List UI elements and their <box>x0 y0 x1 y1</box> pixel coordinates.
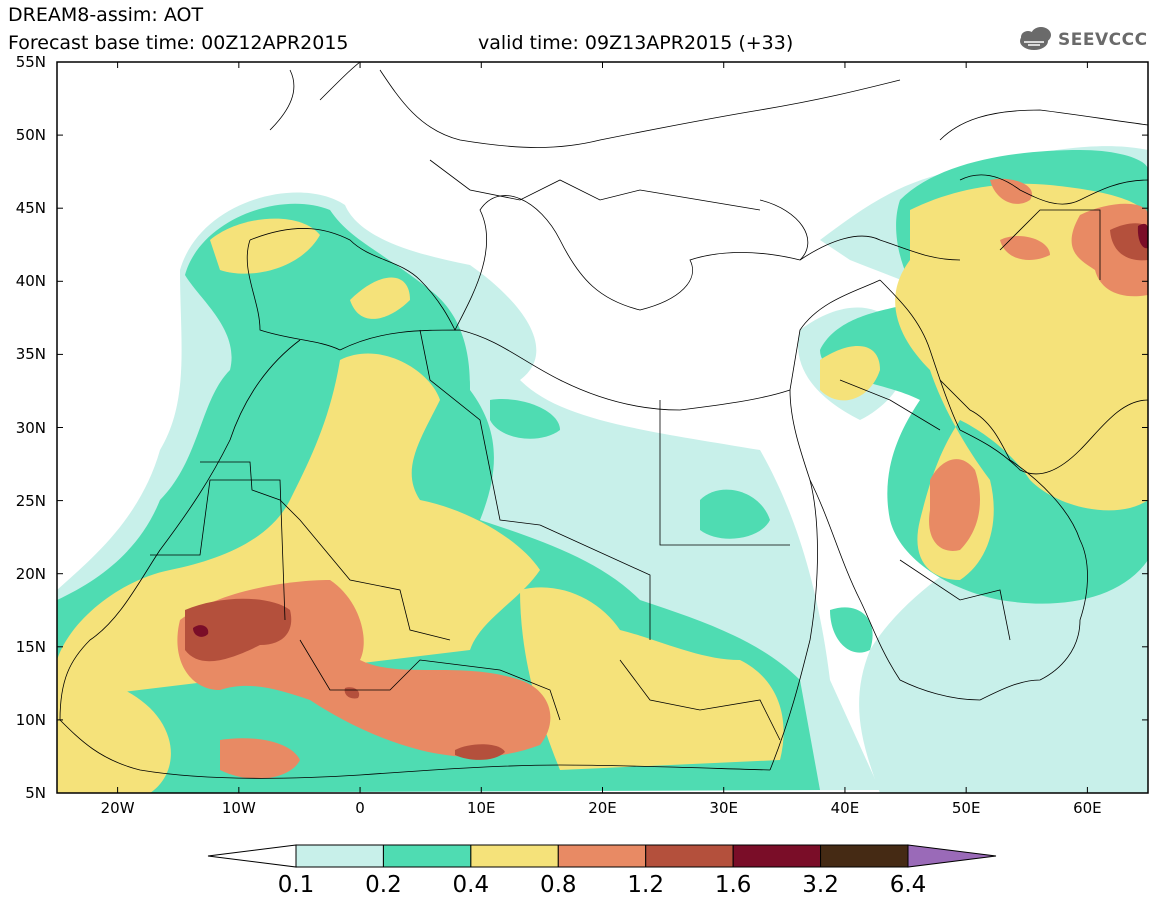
lat-tick-label: 35N <box>15 345 46 364</box>
axis-ticks <box>57 61 1148 794</box>
lon-tick-label: 0 <box>355 799 365 817</box>
colorbar-swatch <box>382 844 472 868</box>
lon-tick-label: 10W <box>221 799 256 817</box>
lon-tick-label: 60E <box>1073 799 1102 817</box>
lat-tick-label: 55N <box>15 53 46 71</box>
lat-tick-label: 20N <box>15 564 46 583</box>
aot-contours <box>57 62 1148 793</box>
lat-tick-label: 15N <box>15 637 46 656</box>
colorbar-level-label: 0.4 <box>452 872 490 898</box>
lat-tick-label: 10N <box>15 710 46 729</box>
colorbar-level-label: 1.2 <box>627 872 664 898</box>
lat-tick-label: 30N <box>15 418 46 437</box>
lon-tick-label: 10E <box>466 799 496 817</box>
colorbar-level-label: 0.8 <box>539 872 577 898</box>
colorbar-swatch <box>645 844 734 868</box>
lat-tick-label: 45N <box>15 199 46 218</box>
colorbar-max-arrow <box>907 844 997 868</box>
colorbar-swatch <box>295 844 384 868</box>
lon-tick-label: 20W <box>100 799 135 817</box>
lat-tick-label: 25N <box>15 491 46 510</box>
map-title: DREAM8-assim: AOT <box>8 4 204 26</box>
colorbar-swatch <box>470 844 559 868</box>
lat-tick-label: 5N <box>25 784 46 802</box>
aot-band-1.2 <box>185 223 1148 760</box>
logo-text: SEEVCCC <box>1058 30 1148 50</box>
colorbar-swatch <box>820 844 909 868</box>
lon-tick-label: 30E <box>709 799 738 817</box>
colorbar-min-arrow <box>207 844 297 868</box>
aot-band-1.6 <box>193 223 1148 637</box>
lon-tick-label: 20E <box>588 799 617 817</box>
colorbar-swatch <box>732 844 822 868</box>
colorbar-swatch <box>557 844 647 868</box>
colorbar-level-label: 0.2 <box>365 872 402 898</box>
base-time-label: Forecast base time: 00Z12APR2015 <box>8 32 349 54</box>
valid-time-label: valid time: 09Z13APR2015 (+33) <box>478 32 794 54</box>
lat-tick-label: 40N <box>15 272 46 291</box>
lon-tick-label: 50E <box>951 799 981 817</box>
cloud-logo-icon <box>1020 27 1051 50</box>
colorbar-level-label: 0.1 <box>277 872 315 898</box>
lon-tick-label: 40E <box>830 799 860 817</box>
colorbar-level-label: 1.6 <box>714 872 752 898</box>
lat-tick-label: 50N <box>15 126 46 145</box>
colorbar-level-label: 6.4 <box>889 872 927 898</box>
colorbar-level-label: 3.2 <box>802 872 839 898</box>
coastlines-borders <box>59 62 1148 779</box>
